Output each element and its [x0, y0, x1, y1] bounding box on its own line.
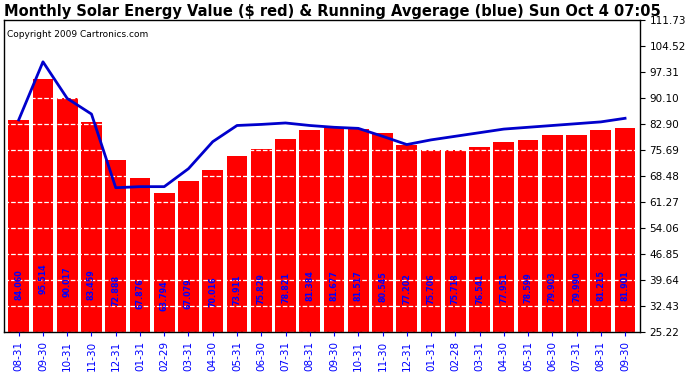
- Bar: [178, 181, 199, 332]
- Bar: [421, 150, 442, 332]
- Bar: [130, 178, 150, 332]
- Text: Monthly Solar Energy Value ($ red) & Running Avgerage (blue) Sun Oct 4 07:05: Monthly Solar Energy Value ($ red) & Run…: [4, 4, 661, 19]
- Text: 75.829: 75.829: [257, 273, 266, 304]
- Text: 81.677: 81.677: [330, 270, 339, 301]
- Bar: [32, 79, 53, 332]
- Text: 79.990: 79.990: [572, 272, 581, 302]
- Text: 75.718: 75.718: [451, 273, 460, 304]
- Text: 81.517: 81.517: [354, 270, 363, 301]
- Text: 79.903: 79.903: [548, 272, 557, 302]
- Text: 67.876: 67.876: [135, 278, 144, 309]
- Bar: [493, 142, 514, 332]
- Bar: [227, 156, 247, 332]
- Text: 67.079: 67.079: [184, 278, 193, 309]
- Text: 72.888: 72.888: [111, 275, 120, 306]
- Bar: [154, 193, 175, 332]
- Text: 73.911: 73.911: [233, 274, 241, 305]
- Text: 78.821: 78.821: [281, 272, 290, 303]
- Text: 70.016: 70.016: [208, 277, 217, 308]
- Bar: [542, 135, 562, 332]
- Bar: [202, 170, 223, 332]
- Bar: [445, 150, 466, 332]
- Text: 84.060: 84.060: [14, 269, 23, 300]
- Bar: [591, 130, 611, 332]
- Text: 76.541: 76.541: [475, 273, 484, 304]
- Bar: [251, 150, 272, 332]
- Text: 78.599: 78.599: [524, 272, 533, 303]
- Text: 81.384: 81.384: [305, 270, 314, 301]
- Text: 83.459: 83.459: [87, 269, 96, 300]
- Bar: [106, 160, 126, 332]
- Bar: [81, 122, 102, 332]
- Text: 63.794: 63.794: [160, 280, 169, 311]
- Text: 75.706: 75.706: [426, 274, 435, 304]
- Bar: [299, 129, 320, 332]
- Bar: [615, 128, 635, 332]
- Bar: [324, 129, 344, 332]
- Text: 95.514: 95.514: [39, 263, 48, 294]
- Text: 77.202: 77.202: [402, 273, 411, 303]
- Text: 80.545: 80.545: [378, 271, 387, 302]
- Text: 90.017: 90.017: [63, 266, 72, 297]
- Text: 81.215: 81.215: [596, 270, 605, 302]
- Bar: [469, 147, 490, 332]
- Bar: [397, 144, 417, 332]
- Bar: [348, 129, 368, 332]
- Bar: [8, 120, 29, 332]
- Text: 77.951: 77.951: [500, 273, 509, 303]
- Bar: [518, 140, 538, 332]
- Bar: [57, 99, 77, 332]
- Text: Copyright 2009 Cartronics.com: Copyright 2009 Cartronics.com: [8, 30, 148, 39]
- Bar: [372, 132, 393, 332]
- Text: 81.901: 81.901: [620, 270, 629, 301]
- Bar: [275, 139, 296, 332]
- Bar: [566, 135, 587, 332]
